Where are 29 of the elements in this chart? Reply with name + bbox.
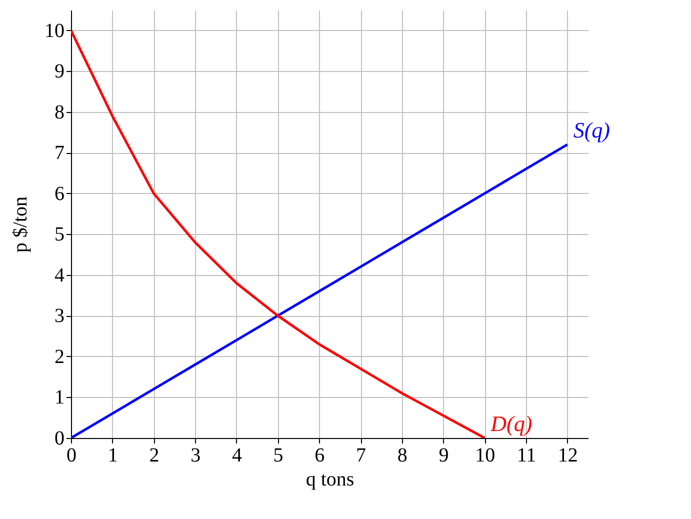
series-label: S(q) [573,118,610,143]
x-tick-label: 9 [438,444,449,466]
y-tick-label: 6 [54,182,64,205]
y-tick-label: 3 [54,305,64,328]
x-tick-label: 12 [558,444,578,466]
x-tick-label: 8 [397,444,408,466]
y-tick-label: 9 [54,60,64,83]
series-label: D(q) [490,411,532,436]
x-tick-label: 1 [108,444,118,466]
x-axis-title: q tons [306,468,354,490]
x-tick-label: 10 [475,444,496,466]
y-tick-label: 5 [54,224,64,246]
x-tick-label: 5 [273,444,284,466]
x-tick-label: 4 [232,444,242,466]
line-series [71,143,569,438]
x-tick-label: 7 [356,444,366,466]
y-tick-label: 8 [54,101,64,124]
y-tick-label: 2 [54,346,64,368]
y-tick-label: 0 [54,428,64,450]
x-tick-label: 6 [314,444,325,466]
x-tick-label: 11 [516,444,536,466]
x-tick-label: 2 [149,444,160,466]
y-tick-label: 10 [44,20,64,42]
y-axis-title: p $/ton [10,196,32,253]
line-series [71,29,486,438]
x-tick-label: 3 [190,444,201,466]
y-tick-label: 7 [54,142,64,164]
y-tick-label: 4 [54,264,64,286]
y-tick-label: 1 [54,386,64,409]
